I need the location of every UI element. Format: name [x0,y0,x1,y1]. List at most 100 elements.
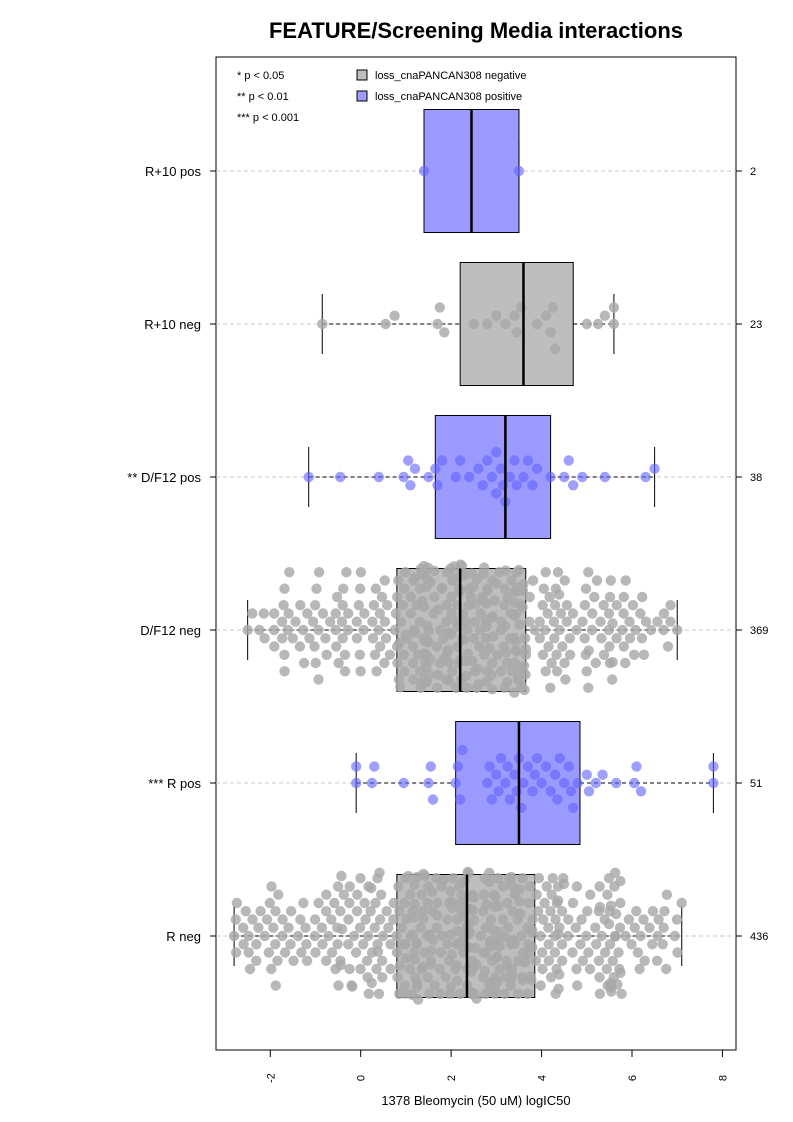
data-point [627,600,639,611]
data-point [323,930,334,942]
data-point [442,914,453,925]
data-point [513,165,525,177]
data-point [500,647,512,658]
data-point [344,963,355,975]
data-point [380,633,392,644]
data-point [446,902,458,914]
data-point [629,777,640,789]
data-point [429,980,440,991]
data-point [583,786,595,797]
data-point [489,985,501,996]
data-point [629,922,640,933]
data-point [596,930,607,942]
data-point [598,600,609,611]
data-point [467,655,478,667]
data-point [399,980,410,991]
data-point [436,455,448,466]
data-point [601,963,612,975]
data-point [343,939,354,950]
data-point [439,327,450,338]
data-point [657,939,668,950]
significance-legend-item: * p < 0.05 [237,70,284,82]
data-point [604,939,616,950]
data-point [581,769,592,780]
data-point [514,896,525,907]
data-point [301,939,312,950]
data-point [290,616,301,627]
data-point [374,867,385,878]
data-point [607,674,618,685]
data-point [351,761,362,772]
data-point [665,616,676,627]
data-point [534,616,545,627]
data-point [332,881,344,892]
data-point [352,889,363,900]
data-point [301,955,313,966]
data-point [400,953,412,964]
data-point [253,922,264,933]
data-point [479,562,490,573]
legend: * p < 0.05 ** p < 0.01 *** p < 0.001 loss_c… [237,69,526,124]
data-point [635,608,646,619]
data-point [511,646,522,657]
data-point [295,914,306,925]
data-point [389,310,400,321]
data-point [361,955,373,966]
data-point [459,634,470,645]
data-point [572,777,583,789]
data-point [394,960,406,971]
data-point [339,649,351,660]
data-point [610,908,622,920]
data-point [607,657,618,668]
box-group: ** D/F12 pos 38 [127,415,762,539]
data-point [509,938,520,950]
data-point [618,591,629,603]
data-point [590,657,601,669]
data-point [450,471,461,483]
data-point [238,939,249,950]
data-point [313,674,324,685]
data-point [309,930,321,942]
data-point [545,682,556,693]
data-point [338,583,349,594]
data-point [432,480,443,491]
data-point [538,583,549,594]
data-point [432,318,443,330]
data-point [251,955,262,966]
data-point [596,633,607,644]
data-point [531,753,543,764]
significance-legend-item: *** p < 0.001 [237,112,299,124]
data-point [486,669,497,681]
data-point [448,873,459,884]
data-point [543,955,554,966]
data-point [368,600,380,611]
data-point [495,463,507,474]
data-point [417,961,429,972]
data-point [474,641,485,652]
data-point [472,663,483,675]
data-point [615,897,626,909]
data-point [507,906,518,917]
data-point [647,939,658,950]
data-point [462,624,473,635]
data-point [515,908,526,919]
data-point [489,595,500,606]
data-point [336,870,347,882]
data-point [510,636,521,647]
data-point [423,777,434,789]
data-point [615,875,626,887]
data-point [492,649,503,660]
data-point [552,895,564,906]
data-point [586,624,598,636]
data-point [370,583,381,594]
data-point [338,889,349,900]
data-point [583,682,594,693]
data-point [649,463,660,474]
data-point [549,769,561,780]
data-point [640,616,652,627]
data-point [607,955,618,966]
data-point [457,744,468,756]
data-point [279,666,290,677]
data-point [326,914,337,925]
box-group: *** R pos 51 [148,721,762,845]
